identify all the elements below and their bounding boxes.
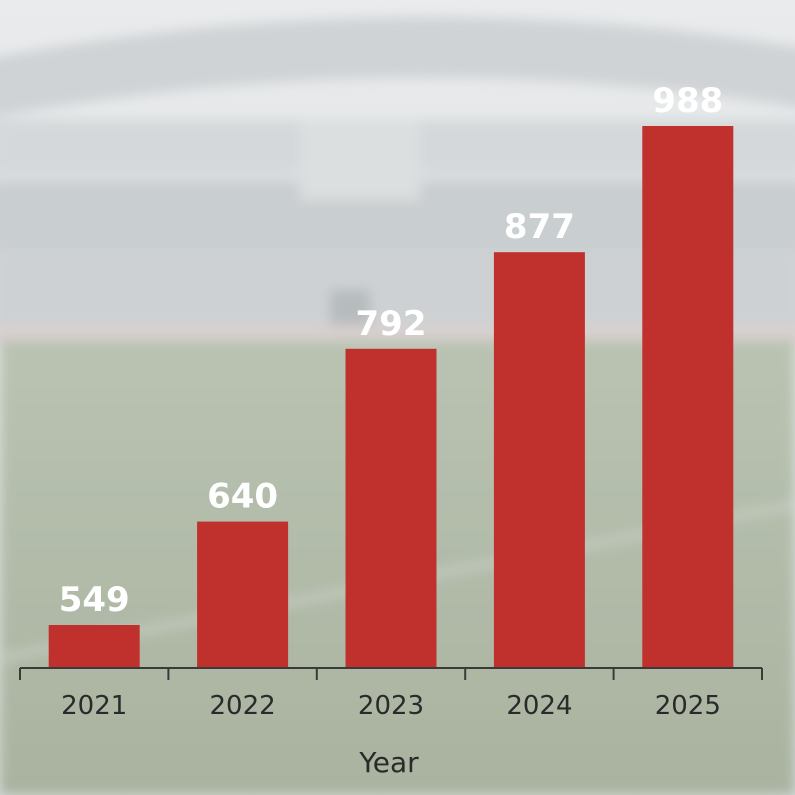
x-tick-label-2024: 2024 — [506, 691, 572, 721]
x-tick-label-2023: 2023 — [358, 691, 424, 721]
bar-2021 — [48, 625, 140, 667]
x-axis-title: Year — [358, 746, 419, 779]
x-tick-label-2022: 2022 — [210, 691, 276, 721]
bar-2025 — [642, 126, 734, 667]
bar-2024 — [493, 252, 585, 667]
bar-value-label-2025: 988 — [652, 81, 723, 121]
bar-value-label-2021: 549 — [59, 580, 130, 620]
bar-2022 — [197, 521, 289, 667]
bar-2023 — [345, 348, 437, 667]
bar-value-label-2024: 877 — [504, 207, 575, 247]
bar-value-label-2023: 792 — [356, 304, 427, 344]
x-ticks-group: 2021 2022 2023 2024 2025 — [19, 668, 763, 721]
x-tick-label-2025: 2025 — [655, 691, 721, 721]
bar-value-label-2022: 640 — [207, 477, 278, 517]
x-tick-label-2021: 2021 — [61, 691, 127, 721]
bars-group: 549 640 792 877 988 — [48, 81, 734, 667]
